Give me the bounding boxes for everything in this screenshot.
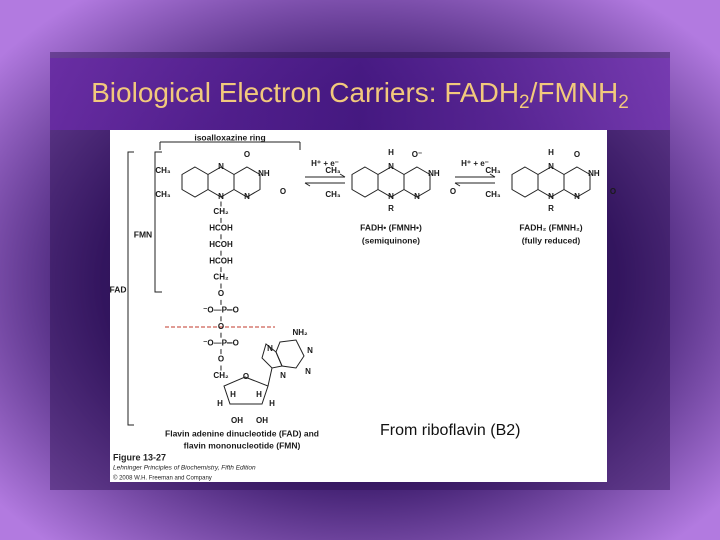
atom-label: N xyxy=(388,162,394,171)
atom-label: N xyxy=(305,367,311,376)
ring-bond xyxy=(563,166,591,198)
atom-label: H xyxy=(217,399,223,408)
chain-group: O xyxy=(218,322,224,331)
ring-bond xyxy=(261,343,283,369)
atom-label: N xyxy=(244,192,250,201)
ring-bond xyxy=(223,376,269,405)
chain-group: O xyxy=(218,355,224,364)
fad-bracket xyxy=(127,151,134,426)
atom-label: O xyxy=(280,187,286,196)
atom-label: N xyxy=(280,371,286,380)
title-text: Biological Electron Carriers: FADH xyxy=(91,77,519,108)
title-subscript: 2 xyxy=(519,92,530,113)
atom-label: N xyxy=(574,192,580,201)
reaction-arrows xyxy=(304,173,496,187)
atom-label: H xyxy=(256,390,262,399)
atom-label: OH xyxy=(231,416,243,425)
atom-label: H xyxy=(230,390,236,399)
caption: From riboflavin (B2) xyxy=(380,422,520,439)
label: H⁺ + e⁻ xyxy=(311,159,339,168)
title-band xyxy=(50,58,670,130)
label: isoalloxazine ring xyxy=(194,132,265,142)
chain-group: ⁻O—P═O xyxy=(203,338,239,347)
atom-label: CH₃ xyxy=(325,166,341,175)
atom-label: CH₃ xyxy=(155,190,171,199)
atom-label: NH xyxy=(428,169,440,178)
figure-credit: Figure 13-27 xyxy=(113,452,166,462)
atom-label: O xyxy=(574,150,580,159)
atom-label: N xyxy=(307,346,313,355)
atom-label: N xyxy=(548,162,554,171)
atom-label: O⁻ xyxy=(412,150,422,159)
atom-label: NH₂ xyxy=(292,328,308,337)
chain-group: HCOH xyxy=(209,256,233,265)
atom-label: CH₃ xyxy=(155,166,171,175)
atom-label: N xyxy=(218,192,224,201)
atom-label: R xyxy=(388,204,394,213)
atom-label: O xyxy=(243,372,249,381)
atom-label: O xyxy=(244,150,250,159)
chain-group: CH₂ xyxy=(213,371,229,380)
figure-description: flavin mononucleotide (FMN) xyxy=(184,440,301,450)
label: FAD xyxy=(110,284,127,294)
atom-label: OH xyxy=(256,416,268,425)
label: (fully reduced) xyxy=(522,235,581,245)
atom-label: H xyxy=(269,399,275,408)
atom-label: NH xyxy=(588,169,600,178)
ring-bond xyxy=(403,166,431,198)
figure-credit: © 2008 W.H. Freeman and Company xyxy=(113,475,212,482)
chain-group: CH₂ xyxy=(213,207,229,216)
atom-label: N xyxy=(388,192,394,201)
atom-label: H xyxy=(548,148,554,157)
atom-label: N xyxy=(414,192,420,201)
atom-label: O xyxy=(450,187,456,196)
label: H⁺ + e⁻ xyxy=(461,159,489,168)
atom-label: CH₃ xyxy=(325,190,341,199)
figure-credit: Lehninger Principles of Biochemistry, Fi… xyxy=(113,465,256,472)
atom-label: N xyxy=(267,344,273,353)
chain-group: O xyxy=(218,289,224,298)
atom-label: N xyxy=(218,162,224,171)
figure-image xyxy=(110,130,607,482)
chain-group: HCOH xyxy=(209,240,233,249)
chain-group: HCOH xyxy=(209,224,233,233)
ring-bond xyxy=(233,166,261,198)
title-text: /FMNH xyxy=(530,77,619,108)
atom-label: NH xyxy=(258,169,270,178)
label: FADH• (FMNH•) xyxy=(360,222,422,232)
atom-label: R xyxy=(548,204,554,213)
label: (semiquinone) xyxy=(362,235,420,245)
label: FADH₂ (FMNH₂) xyxy=(519,222,582,232)
fmn-bracket xyxy=(154,151,162,293)
chain-group: ⁻O—P═O xyxy=(203,306,239,315)
chain-group: CH₂ xyxy=(213,273,229,282)
label: FMN xyxy=(134,229,152,239)
slide-title: Biological Electron Carriers: FADH2/FMNH… xyxy=(91,77,629,113)
atom-label: O xyxy=(610,187,616,196)
atom-label: H xyxy=(388,148,394,157)
title-subscript: 2 xyxy=(618,92,629,113)
atom-label: CH₃ xyxy=(485,166,501,175)
ribose-link xyxy=(267,367,273,387)
atom-label: CH₃ xyxy=(485,190,501,199)
atom-label: N xyxy=(548,192,554,201)
figure-description: Flavin adenine dinucleotide (FAD) and xyxy=(165,428,319,438)
